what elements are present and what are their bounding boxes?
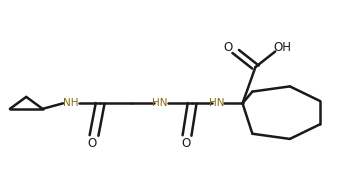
- Text: HN: HN: [152, 98, 168, 108]
- Text: OH: OH: [274, 41, 292, 54]
- Text: NH: NH: [63, 98, 78, 108]
- Text: HN: HN: [209, 98, 225, 108]
- Text: O: O: [88, 137, 97, 150]
- Text: O: O: [224, 41, 233, 54]
- Text: O: O: [181, 137, 190, 150]
